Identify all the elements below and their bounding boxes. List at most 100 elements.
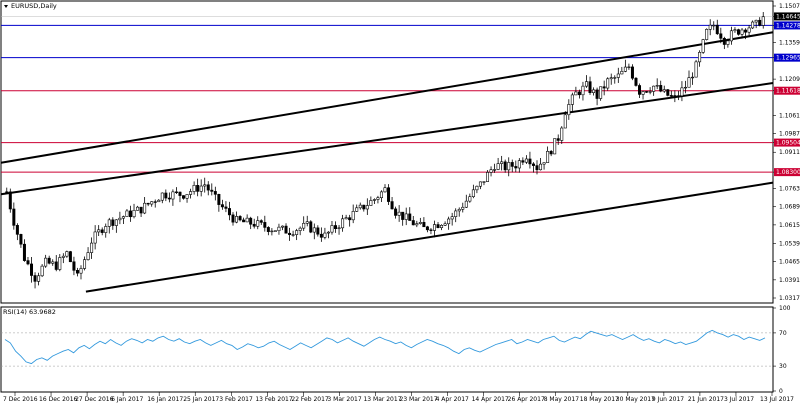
price-tick-label: 1.10610 [779,112,800,119]
candle-body [107,219,111,227]
candle-body [157,199,161,203]
candle-body [344,217,348,220]
candle-body [641,91,645,95]
candle-body [461,206,465,210]
price-chart[interactable]: EURUSD,Daily [0,0,774,304]
candle-body [231,214,235,223]
price-tick-label: 1.06890 [779,204,800,211]
candle-body [238,216,242,221]
candle-body [65,251,69,257]
candle-body [440,225,444,228]
candle-body [334,225,338,229]
candle-body [751,21,755,29]
candle-body [588,81,592,93]
time-tick-label: 13 Mar 2017 [363,396,401,403]
candle-body [616,73,620,78]
time-tick-label: 14 Apr 2017 [472,396,509,403]
candle-body [358,204,362,209]
level-label-box [774,86,800,95]
candle-body [185,194,189,199]
candle-body [312,227,316,233]
candle-body [295,230,299,235]
time-tick-label: 7 Dec 2016 [3,396,38,403]
candle-body [199,185,203,192]
price-tick-label: 1.06150 [779,222,800,229]
candle-body [104,226,108,233]
time-tick-label: 26 Apr 2017 [508,396,545,403]
candle-body [277,226,281,232]
time-tick-label: 22 Feb 2017 [291,396,329,403]
candle-body [549,151,553,155]
candle-body [719,33,723,39]
price-tick-label: 1.13590 [779,39,800,46]
candle-body [114,219,118,226]
candle-body [404,213,408,220]
candle-body [249,217,253,225]
candle-body [680,87,684,97]
candle-body [524,158,528,163]
chart-title: EURUSD,Daily [11,2,57,10]
candle-body [567,104,571,116]
candle-body [83,259,87,269]
candle-body [652,85,656,92]
candle-body [489,169,493,173]
candle-body [401,211,405,220]
level-label-box [774,168,800,177]
candle-body [288,232,292,235]
time-tick-label: 3 Feb 2017 [219,396,253,403]
rsi-panel-frame [0,306,774,393]
candle-body [432,224,436,231]
candle-body [620,71,624,75]
candle-body [30,263,34,276]
candle-body [302,222,306,229]
candle-body [58,257,62,270]
time-tick-label: 16 Dec 2016 [39,396,78,403]
candle-body [213,191,217,195]
candle-body [475,185,479,191]
candle-body [217,194,221,205]
candle-body [376,197,380,200]
price-tick-label: 1.15070 [779,3,800,10]
level-label: 1.11618 [776,88,800,95]
candle-body [733,29,737,32]
candle-body [273,230,277,232]
candle-body [242,219,246,223]
candle-body [146,202,150,205]
rsi-panel[interactable]: RSI(14) 63.9682 [0,306,774,393]
horizontal-levels [1,16,773,173]
candle-body [235,216,239,223]
candle-body [698,52,702,63]
candle-body [510,162,514,167]
candle-body [740,29,744,35]
candle-body [316,227,320,235]
candle-body [387,187,391,202]
level-label-box [774,21,800,30]
candle-body [450,216,454,220]
candle-body [111,219,115,226]
candle-body [351,211,355,221]
candle-body [673,95,677,97]
price-tick-label: 1.05390 [779,241,800,248]
time-tick-label: 16 Jan 2017 [147,396,183,403]
candle-body [167,197,171,200]
candle-body [669,95,673,97]
candle-body [54,261,58,270]
candle-body [701,39,705,53]
candle-body [164,192,168,199]
candle-body [280,225,284,228]
candle-body [206,184,210,191]
candle-body [758,19,762,26]
candle-body [599,86,603,99]
candle-body [372,199,376,201]
time-tick-label: 3 Mar 2017 [327,396,361,403]
candle-body [478,181,482,187]
candle-body [192,185,196,192]
candle-body [560,127,564,141]
candle-body [722,38,726,45]
candle-body [72,261,76,271]
candle-body [323,232,327,238]
rsi-tick-label: 30 [779,363,787,370]
candle-body [220,204,224,208]
price-tick-label: 1.03170 [779,295,800,302]
triangle-down-icon[interactable] [4,5,8,8]
